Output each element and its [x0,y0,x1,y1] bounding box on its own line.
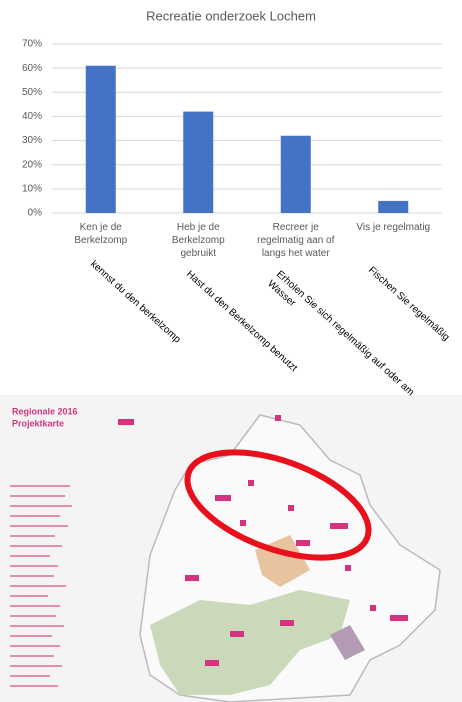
x-tick-label: Ken je de Berkelzomp [74,222,128,246]
y-tick-label: 70% [22,39,42,50]
green-area [150,590,350,695]
y-tick-label: 30% [22,135,42,146]
x-tick-label: Heb je de Berkelzomp gebruikt [171,222,225,259]
map-subtitle: Projektkarte [12,418,64,428]
bar [280,135,311,213]
y-tick-label: 20% [22,159,42,170]
chart-title: Recreatie onderzoek Lochem [146,8,316,23]
map-markers [118,415,408,666]
bar [378,200,409,213]
highlight-ellipse [184,449,372,561]
y-tick-label: 50% [22,87,42,98]
legend-list [10,485,72,687]
y-tick-label: 40% [22,111,42,122]
map: Regionale 2016 Projektkarte [0,395,462,702]
chart: Recreatie onderzoek Lochem 0% 10% 20% 30% 40… [22,8,442,219]
bar [183,111,214,213]
bar [85,65,116,213]
y-tick-label: 10% [22,183,42,194]
y-tick-label: 0% [28,208,43,219]
map-title: Regionale 2016 [12,406,78,416]
x-tick-label: Recreer je regelmatig aan of langs het w… [257,222,335,259]
y-tick-label: 60% [22,63,42,74]
x-tick-label: Vis je regelmatig [356,222,431,233]
purple-area [330,625,365,660]
